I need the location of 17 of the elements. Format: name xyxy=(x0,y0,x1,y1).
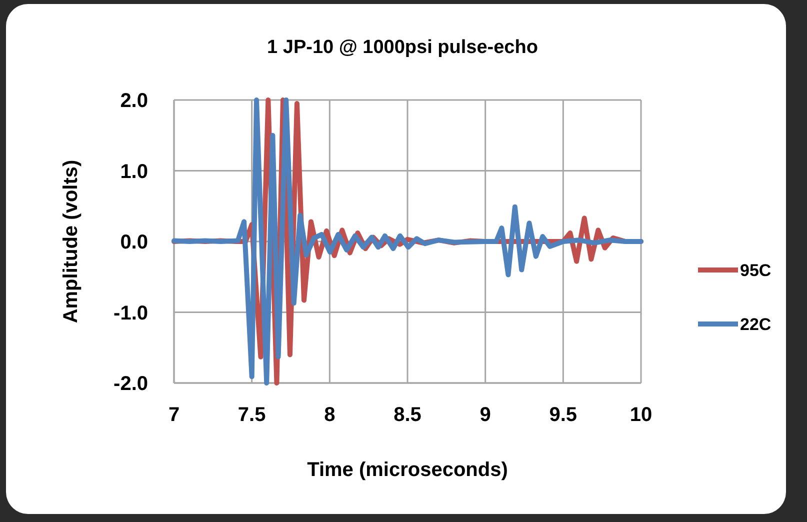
legend-label: 22C xyxy=(740,314,772,334)
y-tick-label: -2.0 xyxy=(114,373,148,395)
y-tick-label: 2.0 xyxy=(120,90,148,112)
y-tick-label: -1.0 xyxy=(114,302,148,324)
legend-label: 95C xyxy=(740,260,772,280)
x-tick-label: 7 xyxy=(168,404,180,426)
x-tick-label: 8.5 xyxy=(394,404,422,426)
y-tick-label: 0.0 xyxy=(120,232,148,254)
x-tick-label: 9.5 xyxy=(549,404,578,426)
chart-title: 1 JP-10 @ 1000psi pulse-echo xyxy=(267,37,538,58)
x-tick-label: 7.5 xyxy=(238,404,266,426)
x-tick-label: 9 xyxy=(480,404,491,426)
x-axis-title: Time (microseconds) xyxy=(307,459,508,481)
x-tick-label: 8 xyxy=(324,404,336,426)
y-tick-label: 1.0 xyxy=(120,160,148,183)
y-axis-title: Amplitude (volts) xyxy=(60,160,82,324)
x-tick-label: 10 xyxy=(630,404,652,426)
